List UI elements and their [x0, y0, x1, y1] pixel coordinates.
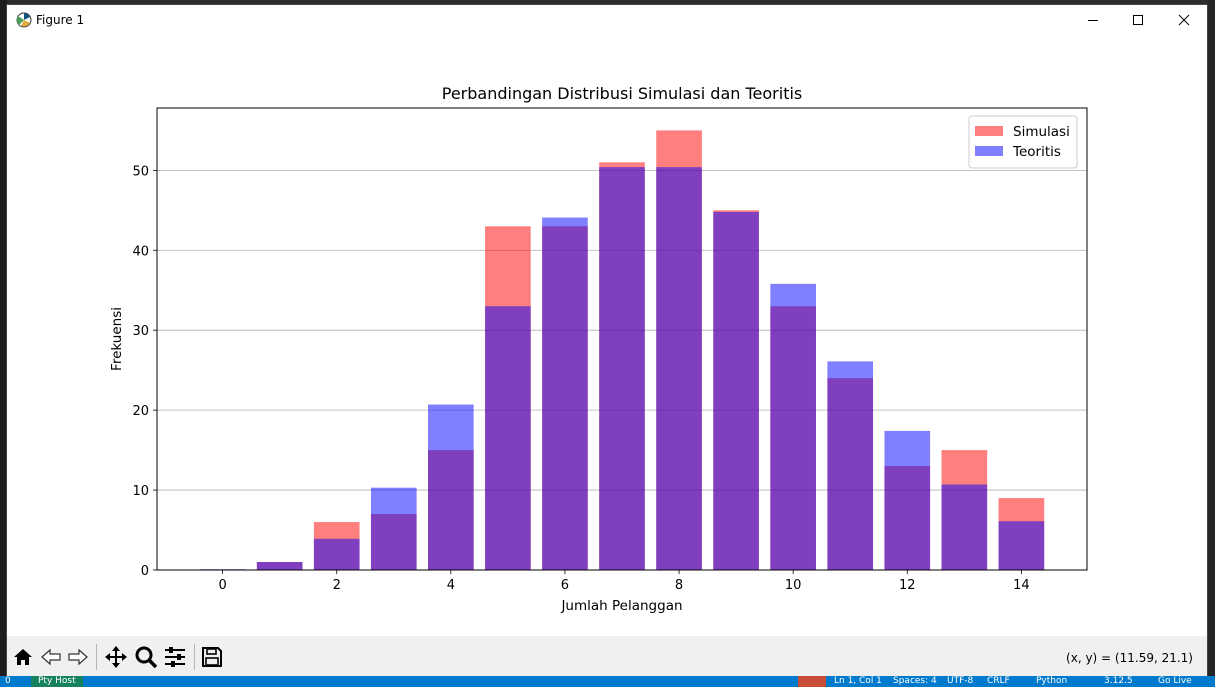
configure-subplots-icon: [165, 647, 185, 667]
bar-teoritis-9: [713, 211, 759, 570]
back-arrow-icon: [41, 648, 61, 666]
bar-teoritis-1: [256, 562, 303, 570]
legend-label-teoritis: Teoritis: [1012, 144, 1061, 160]
axes-frame: [156, 107, 1088, 571]
forward-button[interactable]: [66, 645, 90, 669]
save-icon: [202, 647, 222, 667]
y-tick-label: 30: [132, 324, 149, 339]
window-title: Figure 1: [36, 13, 85, 27]
status-spaces[interactable]: Spaces: 4: [893, 676, 937, 686]
x-tick-label: 12: [899, 578, 916, 593]
bar-teoritis-4: [428, 404, 474, 570]
bar-teoritis-11: [827, 361, 874, 570]
toolbar-separator: [194, 644, 195, 670]
legend-label-simulasi: Simulasi: [1013, 124, 1070, 140]
status-language[interactable]: Python: [1036, 676, 1068, 686]
chart: 0 2 4 6 8 10 12 14 0 10 20 30 40 50 Perbandingan Distr…: [109, 84, 1088, 614]
close-icon: [1178, 14, 1190, 26]
close-button[interactable]: [1161, 5, 1207, 35]
status-warning-badge[interactable]: [798, 676, 826, 687]
background-editor-tabs: [0, 0, 1215, 5]
coordinates-readout: (x, y) = (11.59, 21.1): [1066, 651, 1193, 665]
y-tick-label: 40: [132, 244, 149, 259]
zoom-icon: [135, 646, 158, 669]
status-pty-host[interactable]: Pty Host: [31, 676, 83, 687]
pan-button[interactable]: [104, 645, 128, 669]
zoom-button[interactable]: [134, 645, 158, 669]
legend-swatch-teoritis: [975, 146, 1003, 156]
bar-teoritis-7: [599, 167, 645, 570]
bar-teoritis-6: [542, 217, 588, 570]
home-icon: [14, 649, 32, 665]
navigation-toolbar: (x, y) = (11.59, 21.1): [7, 636, 1207, 676]
x-tick-label: 6: [561, 578, 569, 593]
forward-arrow-icon: [68, 648, 88, 666]
bar-teoritis-2: [313, 538, 360, 570]
y-tick-label: 50: [132, 164, 149, 179]
status-encoding[interactable]: UTF-8: [947, 676, 974, 686]
y-tick-label: 0: [141, 564, 149, 579]
status-python-version[interactable]: 3.12.5: [1104, 676, 1133, 686]
bar-teoritis-10: [770, 283, 816, 570]
legend-swatch-simulasi: [975, 126, 1003, 136]
bar-teoritis-12: [884, 430, 931, 570]
minimize-icon: [1088, 20, 1098, 21]
figure-canvas[interactable]: 0 2 4 6 8 10 12 14 0 10 20 30 40 50 Perbandingan Distr…: [7, 35, 1207, 636]
x-axis-label: Jumlah Pelanggan: [560, 598, 682, 614]
status-eol[interactable]: CRLF: [987, 676, 1010, 686]
bar-teoritis-8: [656, 167, 702, 570]
save-button[interactable]: [200, 645, 224, 669]
chart-title: Perbandingan Distribusi Simulasi dan Teo…: [442, 84, 803, 103]
toolbar-separator: [96, 644, 97, 670]
y-tick-label: 10: [132, 484, 149, 499]
y-axis-label: Frekuensi: [109, 307, 125, 371]
y-tick-label: 20: [132, 404, 149, 419]
x-tick-label: 0: [218, 578, 226, 593]
bar-teoritis-13: [941, 484, 988, 570]
configure-subplots-button[interactable]: [163, 645, 187, 669]
bar-teoritis-14: [998, 521, 1045, 570]
maximize-icon: [1133, 15, 1143, 25]
back-button[interactable]: [39, 645, 63, 669]
x-tick-label: 14: [1013, 578, 1030, 593]
bar-teoritis-3: [370, 487, 417, 570]
background-editor-scrollbar: [1207, 0, 1215, 687]
status-bar: 0 Pty Host Ln 1, Col 1 Spaces: 4 UTF-8 C…: [0, 676, 1215, 687]
status-errors[interactable]: 0: [5, 676, 11, 686]
x-tick-label: 10: [785, 578, 802, 593]
bar-teoritis-5: [485, 306, 531, 570]
x-tick-label: 2: [333, 578, 341, 593]
x-tick-label: 4: [447, 578, 455, 593]
home-button[interactable]: [11, 645, 35, 669]
background-editor-gutter: [0, 0, 7, 687]
status-go-live[interactable]: Go Live: [1158, 676, 1192, 686]
pan-icon: [105, 646, 127, 668]
title-bar: Figure 1: [7, 5, 1207, 35]
figure-window: Figure 1 0 2 4 6 8 10 12 14 0 10 20 30 40 50 Perbandin…: [7, 5, 1207, 676]
status-position[interactable]: Ln 1, Col 1: [834, 676, 882, 686]
matplotlib-logo-icon: [16, 12, 32, 28]
x-tick-label: 8: [675, 578, 683, 593]
minimize-button[interactable]: [1070, 5, 1116, 35]
maximize-button[interactable]: [1115, 5, 1161, 35]
